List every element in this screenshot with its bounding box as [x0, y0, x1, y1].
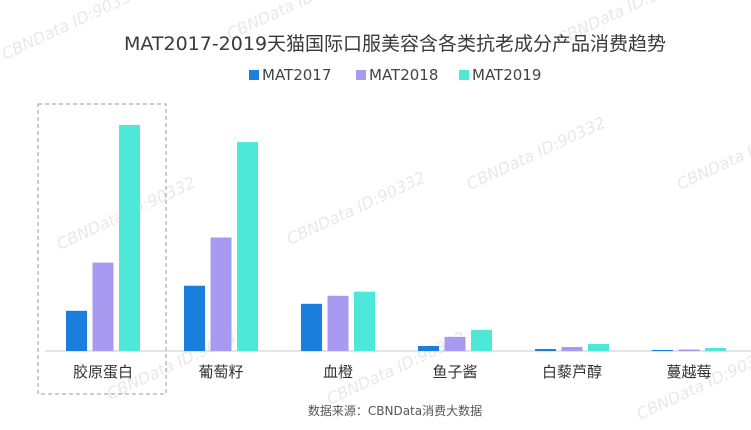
bar-mat2018-1	[92, 262, 114, 351]
watermark-text: CBNData ID:90332	[674, 113, 751, 194]
bar-mat2017-5	[535, 349, 556, 351]
bar-mat2019-4	[471, 329, 492, 351]
bar-mat2017-3	[301, 303, 322, 351]
x-tick-labels: 胶原蛋白 葡萄籽 血橙 鱼子酱 白藜芦醇 蔓越莓	[73, 363, 712, 381]
bar-mat2019-2	[237, 142, 258, 351]
x-tick-label-3: 血橙	[323, 363, 353, 381]
bar-mat2018-6	[678, 349, 700, 351]
bar-mat2018-4	[444, 336, 466, 351]
bar-mat2018-5	[561, 347, 583, 351]
bar-mat2019-1	[119, 125, 140, 351]
bar-mat2019-5	[588, 344, 609, 351]
watermark-text: CBNData ID:90332	[284, 168, 429, 249]
x-tick-label-2: 葡萄籽	[198, 363, 243, 381]
x-tick-label-1: 胶原蛋白	[73, 363, 133, 381]
bar-mat2019-6	[705, 348, 726, 351]
bars-layer	[66, 125, 726, 351]
chart-title: MAT2017-2019天猫国际口服美容含各类抗老成分产品消费趋势	[124, 33, 666, 55]
legend: MAT2017 MAT2018 MAT2019	[249, 66, 541, 84]
x-tick-label-5: 白藜芦醇	[542, 363, 602, 381]
legend-swatch-mat2019	[459, 70, 469, 80]
legend-swatch-mat2018	[356, 70, 366, 80]
bar-mat2017-4	[418, 346, 439, 351]
bar-mat2017-6	[652, 350, 673, 351]
x-tick-label-4: 鱼子酱	[432, 363, 477, 381]
watermark-text: CBNData ID:90332	[464, 113, 609, 194]
x-tick-label-6: 蔓越莓	[666, 363, 711, 381]
bar-mat2018-2	[210, 237, 232, 351]
bar-mat2017-2	[184, 285, 205, 351]
bar-mat2018-3	[327, 295, 349, 351]
bar-mat2019-3	[354, 291, 375, 351]
watermark-text: CBNData ID:90332	[0, 0, 143, 64]
legend-label-mat2017: MAT2017	[262, 66, 331, 84]
source-note: 数据来源：CBNData消费大数据	[308, 403, 482, 418]
highlight-box	[37, 103, 167, 395]
watermark-text: CBNData ID:90332	[634, 343, 751, 424]
legend-swatch-mat2017	[249, 70, 259, 80]
bar-mat2017-1	[66, 310, 87, 351]
legend-label-mat2019: MAT2019	[472, 66, 541, 84]
legend-label-mat2018: MAT2018	[369, 66, 438, 84]
